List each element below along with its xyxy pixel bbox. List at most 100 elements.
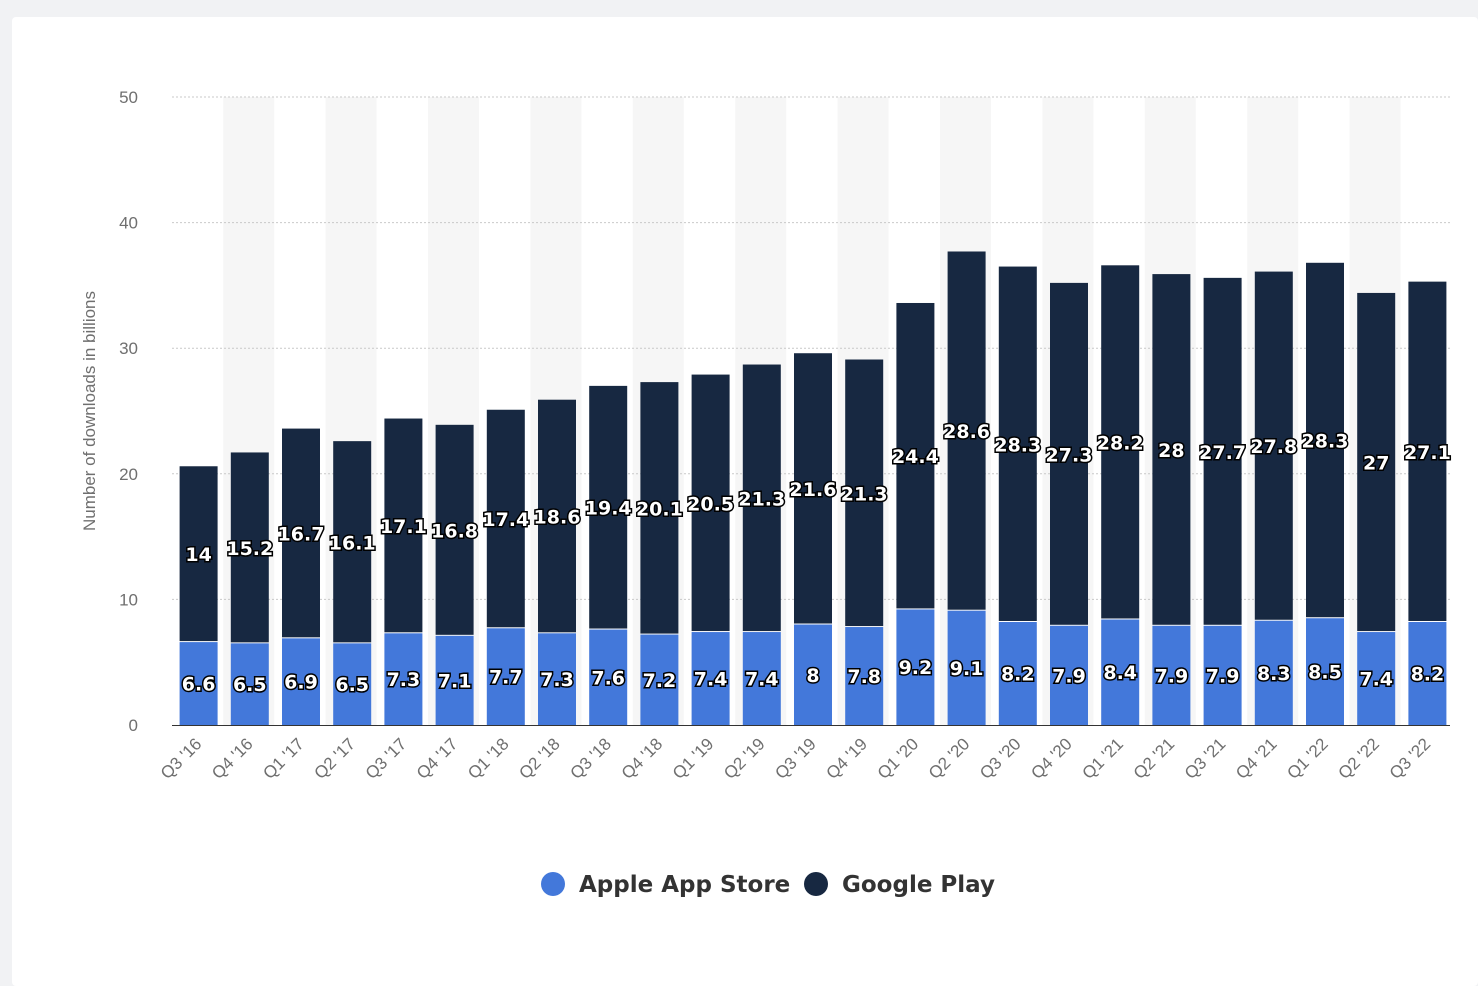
bar-apple-app-store[interactable] — [1050, 625, 1088, 725]
bar-apple-app-store[interactable] — [1306, 618, 1344, 725]
data-label-apple: 8.3 — [1257, 663, 1291, 685]
data-label-google: 16.1 — [329, 532, 376, 554]
data-label-apple: 9.2 — [899, 657, 933, 679]
bar-google-play[interactable] — [230, 452, 269, 643]
x-tick-label: Q2 '18 — [515, 734, 563, 782]
bar-apple-app-store[interactable] — [230, 643, 269, 725]
x-tick-label: Q3 '21 — [1181, 734, 1229, 782]
bar-apple-app-store[interactable] — [1152, 625, 1191, 725]
x-tick-label: Q2 '19 — [720, 734, 768, 782]
bar-google-play[interactable] — [435, 424, 474, 635]
bar-apple-app-store[interactable] — [1408, 622, 1447, 725]
data-label-apple: 7.8 — [847, 666, 881, 688]
bar-google-play[interactable] — [794, 353, 832, 624]
data-label-apple: 7.4 — [1359, 669, 1393, 691]
bar-apple-app-store[interactable] — [640, 634, 679, 725]
data-label-google: 27.8 — [1250, 436, 1297, 458]
bar-google-play[interactable] — [742, 364, 781, 632]
data-label-google: 27.7 — [1199, 442, 1246, 464]
bar-google-play[interactable] — [1408, 281, 1447, 622]
data-label-google: 20.1 — [636, 498, 683, 520]
bar-apple-app-store[interactable] — [845, 627, 884, 725]
y-tick-label: 10 — [119, 590, 138, 609]
bar-apple-app-store[interactable] — [538, 633, 576, 725]
x-tick-label: Q1 '19 — [669, 734, 717, 782]
bar-apple-app-store[interactable] — [742, 632, 781, 725]
bar-google-play[interactable] — [1203, 277, 1242, 625]
x-tick-label: Q4 '19 — [823, 734, 871, 782]
x-tick-label: Q1 '21 — [1079, 734, 1127, 782]
bar-google-play[interactable] — [1050, 282, 1088, 625]
bar-google-play[interactable] — [538, 399, 576, 633]
bar-google-play[interactable] — [384, 418, 423, 633]
data-label-google: 28.3 — [994, 434, 1041, 456]
legend-label-apple: Apple App Store — [579, 872, 790, 898]
bars — [179, 251, 1447, 725]
y-tick-label: 40 — [119, 214, 138, 233]
bar-apple-app-store[interactable] — [691, 632, 730, 725]
data-label-apple: 7.9 — [1155, 665, 1189, 687]
data-label-apple: 9.1 — [950, 658, 984, 680]
data-label-google: 17.1 — [380, 516, 427, 538]
data-label-google: 15.2 — [226, 538, 273, 560]
x-tick-label: Q1 '18 — [464, 734, 512, 782]
bar-apple-app-store[interactable] — [947, 610, 986, 725]
data-label-google: 20.5 — [687, 493, 734, 515]
data-label-apple: 7.9 — [1052, 665, 1086, 687]
bar-google-play[interactable] — [947, 251, 986, 610]
data-label-apple: 7.1 — [438, 670, 472, 692]
x-tick-label: Q3 '19 — [771, 734, 819, 782]
bar-apple-app-store[interactable] — [589, 629, 628, 725]
bar-google-play[interactable] — [896, 302, 935, 609]
x-tick-label: Q2 '17 — [311, 734, 359, 782]
bar-google-play[interactable] — [282, 428, 320, 638]
bar-google-play[interactable] — [179, 466, 218, 642]
data-label-google: 27.1 — [1404, 442, 1451, 464]
data-label-apple: 7.3 — [540, 669, 574, 691]
bar-apple-app-store[interactable] — [486, 628, 525, 725]
y-tick-label: 20 — [119, 465, 138, 484]
data-label-google: 27.3 — [1046, 444, 1093, 466]
data-label-google: 14 — [185, 544, 211, 566]
bar-google-play[interactable] — [691, 374, 730, 632]
bar-google-play[interactable] — [1101, 265, 1140, 619]
bar-apple-app-store[interactable] — [896, 609, 935, 725]
y-tick-label: 0 — [129, 716, 138, 735]
bar-apple-app-store[interactable] — [1101, 619, 1140, 725]
bar-apple-app-store[interactable] — [1254, 620, 1293, 725]
legend-item-apple-app-store[interactable]: Apple App Store — [541, 872, 790, 898]
bar-google-play[interactable] — [589, 385, 628, 629]
data-label-google: 18.6 — [534, 507, 581, 529]
bar-apple-app-store[interactable] — [794, 624, 832, 725]
bar-apple-app-store[interactable] — [333, 643, 372, 725]
bar-apple-app-store[interactable] — [384, 633, 423, 725]
bar-google-play[interactable] — [1357, 292, 1396, 632]
data-label-apple: 7.9 — [1206, 665, 1240, 687]
bar-google-play[interactable] — [998, 266, 1037, 622]
bar-google-play[interactable] — [1306, 262, 1344, 618]
data-label-google: 28.3 — [1302, 431, 1349, 453]
bar-google-play[interactable] — [640, 382, 679, 634]
bar-google-play[interactable] — [1254, 271, 1293, 620]
bar-google-play[interactable] — [333, 441, 372, 643]
bar-apple-app-store[interactable] — [1203, 625, 1242, 725]
bar-google-play[interactable] — [486, 409, 525, 628]
bar-apple-app-store[interactable] — [282, 638, 320, 725]
data-label-google: 24.4 — [892, 446, 939, 468]
bar-apple-app-store[interactable] — [998, 622, 1037, 725]
data-label-apple: 6.5 — [335, 674, 369, 696]
data-label-apple: 6.5 — [233, 674, 267, 696]
bar-apple-app-store[interactable] — [179, 642, 218, 725]
data-label-google: 21.3 — [841, 483, 888, 505]
y-tick-label: 30 — [119, 339, 138, 358]
x-tick-label: Q2 '21 — [1130, 734, 1178, 782]
data-label-apple: 7.2 — [643, 670, 677, 692]
bar-google-play[interactable] — [845, 359, 884, 627]
bar-google-play[interactable] — [1152, 274, 1191, 625]
bar-apple-app-store[interactable] — [1357, 632, 1396, 725]
y-tick-label: 50 — [119, 88, 138, 107]
legend-marker-apple — [541, 872, 565, 896]
legend-item-google-play[interactable]: Google Play — [804, 872, 995, 898]
bar-apple-app-store[interactable] — [435, 635, 474, 725]
